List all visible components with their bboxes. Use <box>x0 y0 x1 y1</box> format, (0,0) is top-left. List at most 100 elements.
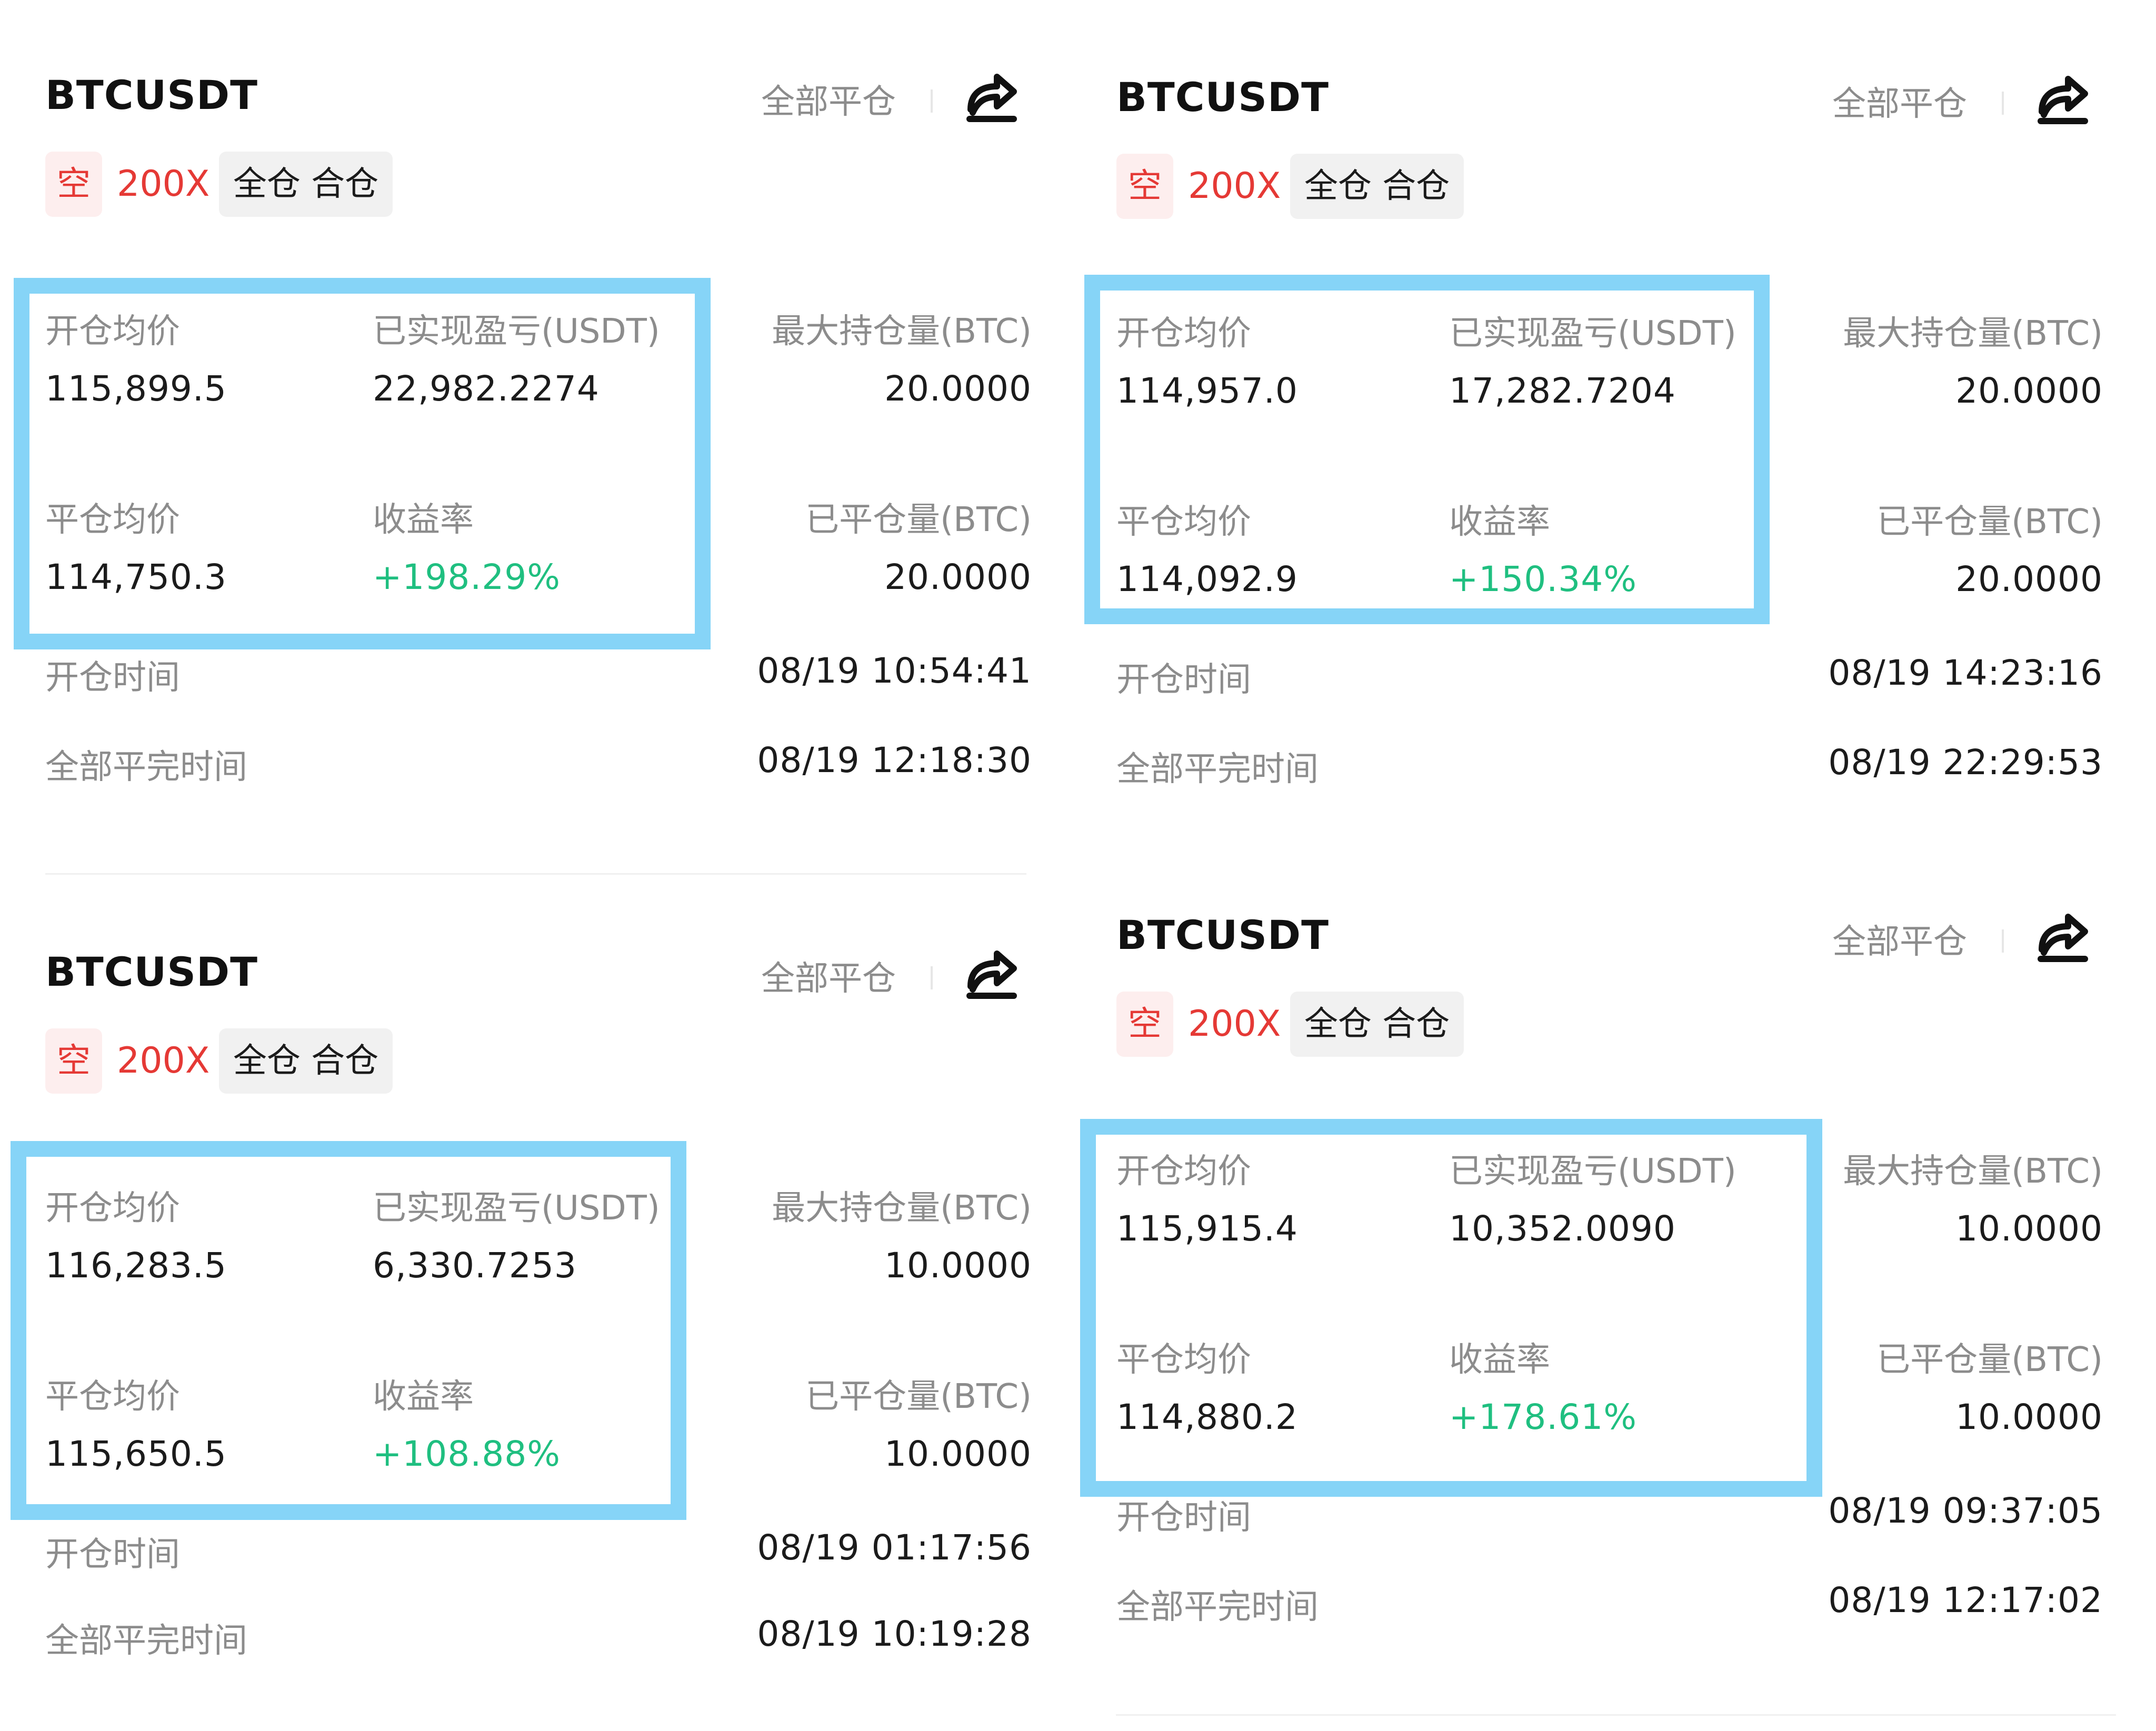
max-pos-label: 最大持仓量(BTC) <box>1843 314 2103 353</box>
direction-badge: 空 <box>1116 154 1173 219</box>
closed-qty-value: 20.0000 <box>884 557 1032 597</box>
roi-label: 收益率 <box>1449 503 1550 542</box>
max-pos-label: 最大持仓量(BTC) <box>1843 1152 2103 1191</box>
margin-mode-badge: 全仓 合仓 <box>219 152 393 217</box>
position-card: BTCUSDT 全部平仓 空 200X 全仓 合仓 开仓均价 115,915.4… <box>1116 840 2103 1672</box>
position-card: BTCUSDT 全部平仓 空 200X 全仓 合仓 开仓均价 115,899.5… <box>45 0 1032 832</box>
open-time-label: 开仓时间 <box>45 1535 180 1574</box>
close-time-value: 08/19 22:29:53 <box>1828 742 2103 783</box>
header-divider <box>2002 929 2004 953</box>
highlight-box <box>11 1141 686 1520</box>
card-divider <box>1116 1714 2116 1716</box>
header-divider <box>2002 92 2004 115</box>
realized-pnl-value: 17,282.7204 <box>1449 371 1676 411</box>
close-avg-value: 114,092.9 <box>1116 559 1298 599</box>
share-icon[interactable] <box>2033 71 2092 129</box>
highlight-box <box>14 278 711 649</box>
symbol-title: BTCUSDT <box>1116 912 1329 958</box>
close-avg-value: 115,650.5 <box>45 1434 227 1474</box>
close-time-label: 全部平完时间 <box>45 748 247 787</box>
closed-qty-value: 10.0000 <box>884 1434 1032 1474</box>
close-time-label: 全部平完时间 <box>45 1622 247 1660</box>
close-avg-label: 平仓均价 <box>1116 503 1251 542</box>
margin-mode-badge: 全仓 合仓 <box>1290 992 1464 1057</box>
roi-label: 收益率 <box>373 1377 474 1416</box>
close-all-button[interactable]: 全部平仓 <box>1832 85 1967 124</box>
realized-pnl-label: 已实现盈亏(USDT) <box>1449 1152 1736 1191</box>
margin-mode-badge: 全仓 合仓 <box>219 1028 393 1094</box>
max-pos-value: 20.0000 <box>1955 371 2103 411</box>
leverage-label: 200X <box>117 163 210 205</box>
closed-qty-label: 已平仓量(BTC) <box>805 501 1032 539</box>
open-time-label: 开仓时间 <box>1116 661 1251 699</box>
open-avg-label: 开仓均价 <box>45 312 180 351</box>
close-all-button[interactable]: 全部平仓 <box>761 959 896 998</box>
closed-qty-value: 10.0000 <box>1955 1397 2103 1437</box>
max-pos-value: 10.0000 <box>884 1245 1032 1286</box>
max-pos-label: 最大持仓量(BTC) <box>772 312 1032 351</box>
roi-value: +150.34% <box>1449 559 1637 599</box>
closed-qty-label: 已平仓量(BTC) <box>1876 1340 2103 1379</box>
open-avg-value: 114,957.0 <box>1116 371 1298 411</box>
header-divider <box>931 89 933 113</box>
open-time-value: 08/19 10:54:41 <box>757 651 1032 691</box>
roi-label: 收益率 <box>373 501 474 539</box>
position-card: BTCUSDT 全部平仓 空 200X 全仓 合仓 开仓均价 116,283.5… <box>45 877 1032 1708</box>
max-pos-value: 20.0000 <box>884 368 1032 409</box>
close-all-button[interactable]: 全部平仓 <box>1832 923 1967 962</box>
roi-value: +108.88% <box>373 1434 561 1474</box>
symbol-title: BTCUSDT <box>45 948 258 995</box>
direction-badge: 空 <box>45 1028 102 1094</box>
open-time-value: 08/19 09:37:05 <box>1828 1490 2103 1531</box>
share-icon[interactable] <box>962 945 1021 1004</box>
realized-pnl-label: 已实现盈亏(USDT) <box>373 312 660 351</box>
direction-badge: 空 <box>45 152 102 217</box>
roi-value: +198.29% <box>373 557 561 597</box>
close-avg-label: 平仓均价 <box>45 1377 180 1416</box>
symbol-title: BTCUSDT <box>45 72 258 118</box>
header-divider <box>931 966 933 989</box>
open-avg-value: 115,915.4 <box>1116 1208 1298 1249</box>
open-avg-label: 开仓均价 <box>1116 1152 1251 1191</box>
close-time-label: 全部平完时间 <box>1116 1588 1319 1627</box>
position-card: BTCUSDT 全部平仓 空 200X 全仓 合仓 开仓均价 114,957.0… <box>1116 2 2103 834</box>
realized-pnl-label: 已实现盈亏(USDT) <box>1449 314 1736 353</box>
close-avg-label: 平仓均价 <box>1116 1340 1251 1379</box>
direction-badge: 空 <box>1116 992 1173 1057</box>
open-avg-label: 开仓均价 <box>1116 314 1251 353</box>
close-time-label: 全部平完时间 <box>1116 750 1319 789</box>
leverage-label: 200X <box>1188 1003 1281 1045</box>
open-time-value: 08/19 14:23:16 <box>1828 653 2103 693</box>
card-divider <box>45 873 1026 875</box>
symbol-title: BTCUSDT <box>1116 74 1329 121</box>
share-icon[interactable] <box>2033 908 2092 967</box>
close-all-button[interactable]: 全部平仓 <box>761 83 896 122</box>
realized-pnl-value: 22,982.2274 <box>373 368 600 409</box>
max-pos-value: 10.0000 <box>1955 1208 2103 1249</box>
closed-qty-label: 已平仓量(BTC) <box>1876 503 2103 542</box>
close-time-value: 08/19 12:17:02 <box>1828 1580 2103 1620</box>
highlight-box <box>1084 275 1770 624</box>
realized-pnl-value: 10,352.0090 <box>1449 1208 1676 1249</box>
highlight-box <box>1080 1119 1822 1497</box>
open-avg-value: 115,899.5 <box>45 368 227 409</box>
open-avg-value: 116,283.5 <box>45 1245 227 1286</box>
share-icon[interactable] <box>962 68 1021 127</box>
close-avg-value: 114,880.2 <box>1116 1397 1298 1437</box>
closed-qty-label: 已平仓量(BTC) <box>805 1377 1032 1416</box>
closed-qty-value: 20.0000 <box>1955 559 2103 599</box>
open-time-value: 08/19 01:17:56 <box>757 1527 1032 1568</box>
roi-label: 收益率 <box>1449 1340 1550 1379</box>
open-time-label: 开仓时间 <box>1116 1498 1251 1537</box>
close-avg-value: 114,750.3 <box>45 557 227 597</box>
close-time-value: 08/19 10:19:28 <box>757 1614 1032 1654</box>
realized-pnl-value: 6,330.7253 <box>373 1245 577 1286</box>
open-avg-label: 开仓均价 <box>45 1189 180 1228</box>
open-time-label: 开仓时间 <box>45 658 180 697</box>
margin-mode-badge: 全仓 合仓 <box>1290 154 1464 219</box>
close-time-value: 08/19 12:18:30 <box>757 740 1032 781</box>
close-avg-label: 平仓均价 <box>45 501 180 539</box>
realized-pnl-label: 已实现盈亏(USDT) <box>373 1189 660 1228</box>
roi-value: +178.61% <box>1449 1397 1637 1437</box>
leverage-label: 200X <box>1188 165 1281 207</box>
